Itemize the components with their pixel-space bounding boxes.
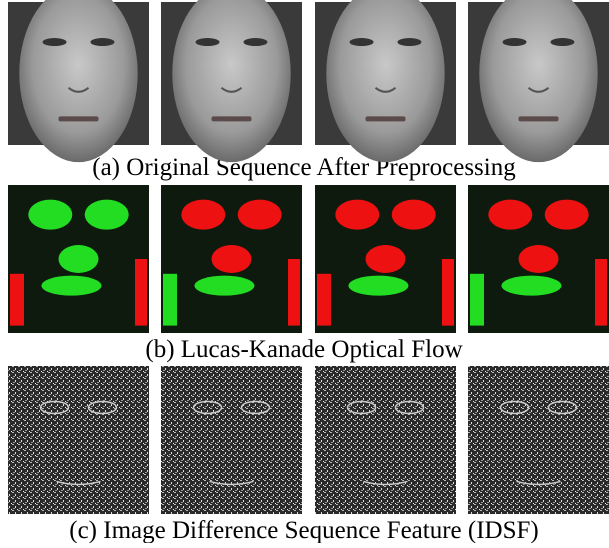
flow-blob: [366, 245, 406, 273]
flow-edge: [10, 274, 24, 326]
eye: [90, 38, 114, 46]
figure: (a) Original Sequence After Preprocessin…: [0, 0, 609, 543]
difference-image: [161, 366, 302, 514]
flow-blob: [488, 200, 532, 230]
flow-blob: [181, 200, 225, 230]
flow-edge: [163, 274, 177, 326]
caption: (c) Image Difference Sequence Feature (I…: [69, 517, 538, 543]
flow-edge: [470, 274, 484, 326]
diff-bg: [468, 366, 609, 514]
eye: [350, 38, 374, 46]
flow-blob: [59, 245, 99, 273]
diff-bg: [161, 366, 302, 514]
flow-image: [468, 185, 609, 333]
flow-blob: [238, 200, 282, 230]
eye: [196, 38, 220, 46]
flow-edge: [317, 274, 331, 326]
difference-image: [8, 366, 149, 514]
flow-edge: [595, 259, 607, 326]
flow-blob: [335, 200, 379, 230]
difference-image: [315, 366, 456, 514]
flow-edge: [288, 259, 300, 326]
eye: [397, 38, 421, 46]
eye: [43, 38, 67, 46]
mouth: [519, 116, 559, 121]
eye: [503, 38, 527, 46]
flow-blob: [392, 200, 436, 230]
flow-image: [8, 185, 149, 333]
flow-blob: [545, 200, 589, 230]
eye: [550, 38, 574, 46]
diff-bg: [315, 366, 456, 514]
face-photo: [8, 0, 149, 162]
flow-blob: [194, 276, 254, 296]
flow-blob: [28, 200, 72, 230]
flow-blob: [41, 276, 101, 296]
caption: (a) Original Sequence After Preprocessin…: [92, 154, 516, 181]
caption: (b) Lucas-Kanade Optical Flow: [145, 336, 462, 363]
flow-edge: [135, 259, 147, 326]
mouth: [212, 116, 252, 121]
flow-image: [315, 185, 456, 333]
mouth: [59, 116, 99, 121]
face-photo: [161, 0, 302, 162]
flow-edge: [442, 259, 454, 326]
flow-blob: [519, 245, 559, 273]
flow-blob: [85, 200, 129, 230]
flow-blob: [348, 276, 408, 296]
diff-bg: [8, 366, 149, 514]
eye: [243, 38, 267, 46]
page: (a) Original Sequence After Preprocessin…: [0, 0, 609, 543]
flow-image: [161, 185, 302, 333]
face-photo: [315, 0, 456, 162]
mouth: [366, 116, 406, 121]
face-photo: [468, 0, 609, 162]
flow-blob: [501, 276, 561, 296]
flow-blob: [212, 245, 252, 273]
difference-image: [468, 366, 609, 514]
